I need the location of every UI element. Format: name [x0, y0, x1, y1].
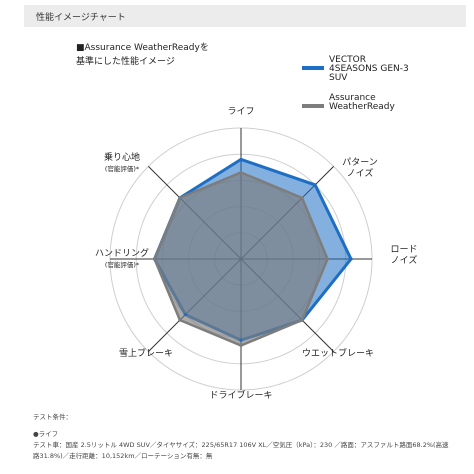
- legend-label-vector: VECTOR 4SEASONS GEN-3 SUV: [329, 55, 409, 83]
- series-0-point-5: [183, 312, 188, 317]
- legend-label-assurance: Assurance WeatherReady: [329, 93, 395, 112]
- conditions-line-1: テスト車：国産 2.5リットル 4WD SUV／タイヤサイズ：225/65R17…: [33, 441, 449, 449]
- subtitle-line-1: ■Assurance WeatherReadyを: [76, 43, 209, 53]
- axis-label-7: 乗り心地(官能評価)*: [104, 151, 140, 173]
- test-conditions: テスト条件： ●ライフ テスト車：国産 2.5リットル 4WD SUV／タイヤサ…: [33, 412, 463, 462]
- chart-legend: VECTOR 4SEASONS GEN-3 SUV Assurance Weat…: [302, 56, 462, 132]
- series-1-point-6: [152, 257, 157, 261]
- series-1-point-3: [300, 318, 304, 322]
- section-title: 性能イメージチャート: [36, 13, 126, 23]
- legend-item-assurance: Assurance WeatherReady: [302, 94, 462, 132]
- series-1-point-4: [239, 343, 243, 348]
- series-0-point-4: [239, 338, 243, 342]
- axis-label-5: 雪上ブレーキ: [119, 347, 173, 359]
- legend-item-vector: VECTOR 4SEASONS GEN-3 SUV: [302, 56, 462, 94]
- series-0-point-1: [313, 183, 317, 187]
- series-0-point-2: [349, 257, 353, 261]
- axis-label-3: ウエットブレーキ: [302, 347, 374, 359]
- axis-label-6: ハンドリング(官能評価)*: [95, 247, 149, 269]
- axis-label-2: ロードノイズ: [390, 245, 417, 266]
- series-1-point-5: [178, 318, 182, 322]
- conditions-title: テスト条件：: [33, 413, 72, 421]
- series-0-point-0: [239, 157, 243, 162]
- section-header: 性能イメージチャート: [24, 5, 466, 27]
- series-1-point-7: [178, 196, 182, 200]
- conditions-item: ●ライフ: [33, 430, 59, 438]
- legend-swatch-assurance: [302, 104, 324, 108]
- conditions-line-2: 路31.8%)／走行距離：10,152km／ローテーション有無：無: [33, 452, 213, 460]
- chart-subtitle: ■Assurance WeatherReadyを 基準にした性能イメージ: [76, 41, 209, 69]
- series-1-point-2: [325, 257, 330, 261]
- series-1-point-0: [239, 170, 243, 175]
- legend-swatch-vector: [302, 66, 324, 70]
- axis-label-0: ライフ: [227, 106, 254, 117]
- axis-label-1: パターンノイズ: [342, 157, 378, 179]
- series-1-point-1: [300, 196, 304, 200]
- axis-label-4: ドライブレーキ: [209, 389, 272, 401]
- subtitle-line-2: 基準にした性能イメージ: [76, 57, 175, 67]
